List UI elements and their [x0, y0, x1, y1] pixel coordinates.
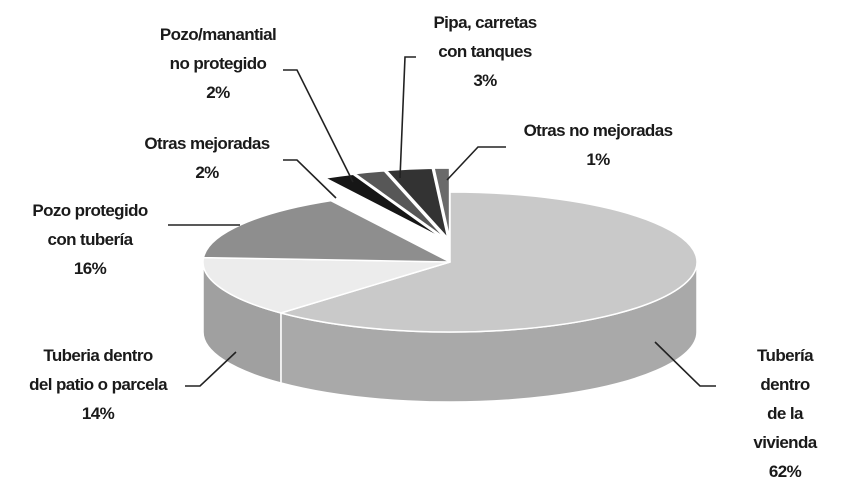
leader-line: [185, 351, 237, 387]
leader-line: [283, 159, 337, 199]
value-label: 14%: [81, 404, 115, 423]
chart: Tubería dentro de la vivienda 62% Tuberia …: [29, 8, 817, 481]
category-label: Pozo protegido con tubería: [32, 201, 148, 249]
slice: [202, 199, 451, 263]
slice-label: Otras no mejoradas 1%: [524, 116, 673, 174]
slice: [353, 170, 447, 240]
leader-line: [399, 56, 416, 179]
slice: [324, 173, 445, 241]
slice: [385, 167, 449, 239]
slice: [202, 256, 451, 314]
value-label: 62%: [768, 462, 802, 481]
category-label: Tubería dentro de la vivienda: [753, 346, 817, 452]
slice-label: Tuberia dentro del patio o parcela 14%: [29, 341, 167, 428]
slice-label: Tubería dentro de la vivienda 62%: [752, 341, 818, 486]
category-label: Pipa, carretas con tanques: [433, 13, 537, 61]
value-label: 3%: [473, 71, 497, 90]
pie-canvas: [168, 56, 716, 403]
leader-line: [654, 341, 716, 387]
category-label: Otras no mejoradas: [523, 121, 673, 140]
slice-label: Pozo/manantial no protegido 2%: [159, 20, 277, 107]
slice-label: Pipa, carretas con tanques 3%: [433, 8, 537, 95]
slice: [433, 167, 451, 239]
leader-lines: [168, 56, 716, 387]
category-label: Otras mejoradas: [144, 134, 270, 153]
value-label: 2%: [206, 83, 230, 102]
value-label: 16%: [73, 259, 107, 278]
category-label: Tuberia dentro del patio o parcela: [29, 346, 167, 394]
slice: [280, 191, 698, 333]
leader-line: [446, 146, 506, 181]
value-label: 1%: [586, 150, 610, 169]
leader-line: [283, 69, 354, 183]
slice-label: Otras mejoradas 2%: [144, 129, 270, 187]
pie: [202, 167, 698, 403]
category-label: Pozo/manantial no protegido: [159, 25, 277, 73]
slice-label: Pozo protegido con tubería 16%: [32, 196, 148, 283]
value-label: 2%: [195, 163, 219, 182]
